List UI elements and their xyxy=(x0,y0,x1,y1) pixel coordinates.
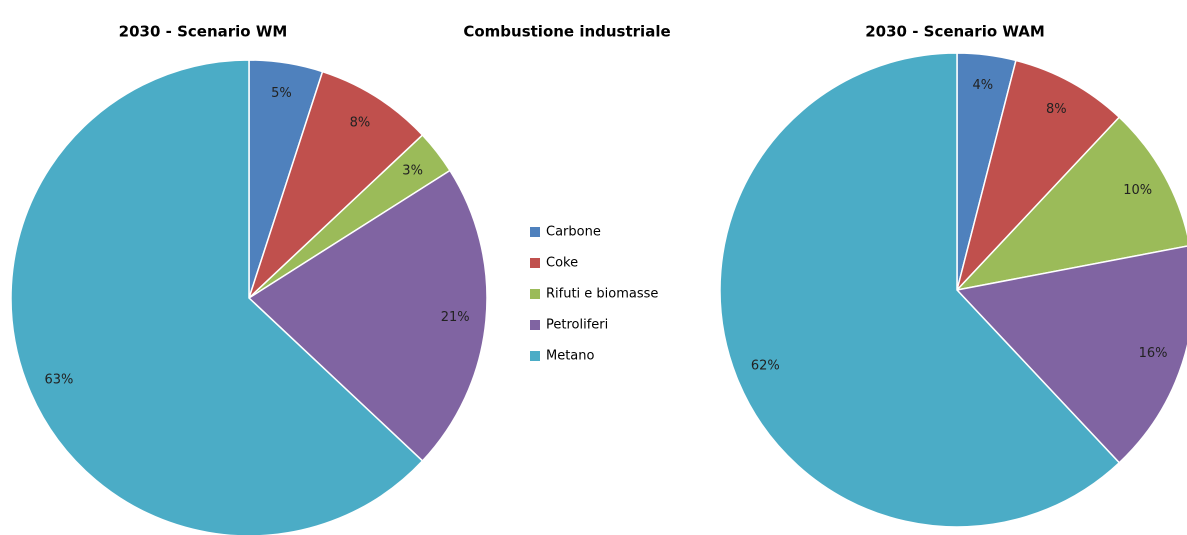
legend-label: Petroliferi xyxy=(546,318,608,333)
data-label: 10% xyxy=(1123,183,1152,198)
legend-swatch xyxy=(530,227,540,237)
data-label: 16% xyxy=(1139,346,1168,361)
legend-label: Rifuti e biomasse xyxy=(546,287,658,302)
pie-slice xyxy=(248,70,424,299)
data-label: 62% xyxy=(751,358,780,373)
pie-slice xyxy=(956,59,1121,291)
data-label: 21% xyxy=(441,310,470,325)
pie-slice xyxy=(247,169,488,462)
chart-title: 2030 - Scenario WM xyxy=(119,23,288,41)
data-label: 4% xyxy=(973,78,994,93)
chart-title: 2030 - Scenario WAM xyxy=(865,23,1045,41)
legend-swatch xyxy=(530,320,540,330)
main-title: Combustione industriale xyxy=(463,23,670,41)
legend-swatch xyxy=(530,351,540,361)
data-label: 5% xyxy=(271,86,292,101)
data-label: 8% xyxy=(1046,102,1067,117)
data-label: 3% xyxy=(402,164,423,179)
legend-label: Carbone xyxy=(546,225,601,240)
data-label: 63% xyxy=(45,373,74,388)
legend-swatch xyxy=(530,289,540,299)
legend-swatch xyxy=(530,258,540,268)
data-label: 8% xyxy=(350,116,371,131)
pie-slice xyxy=(955,245,1187,464)
pie-slice xyxy=(719,52,1121,528)
legend-label: Metano xyxy=(546,349,595,364)
pie-slice xyxy=(954,116,1187,292)
pie-slice xyxy=(10,59,424,535)
legend-label: Coke xyxy=(546,256,578,271)
